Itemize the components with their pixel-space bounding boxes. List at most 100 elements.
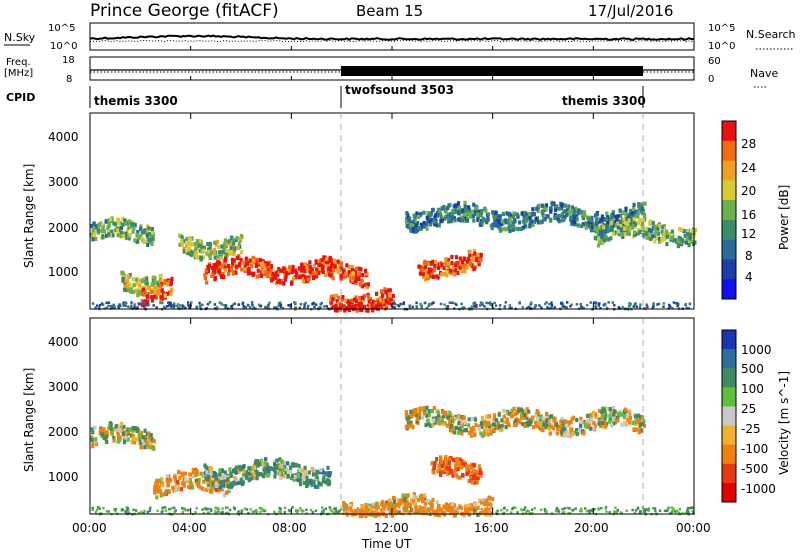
heatmap-cell bbox=[552, 418, 556, 423]
heatmap-cell bbox=[477, 464, 481, 469]
heatmap-cell bbox=[255, 459, 259, 464]
heatmap-cell bbox=[531, 425, 536, 430]
heatmap-cell bbox=[585, 510, 588, 513]
heatmap-cell bbox=[373, 510, 377, 514]
heatmap-cell bbox=[351, 275, 356, 280]
heatmap-cell bbox=[560, 432, 564, 437]
heatmap-cell bbox=[217, 481, 221, 486]
heatmap-cell bbox=[425, 509, 428, 512]
heatmap-cell bbox=[433, 222, 437, 227]
heatmap-cell bbox=[305, 264, 309, 270]
heatmap-cell bbox=[228, 467, 232, 472]
heatmap-cell bbox=[380, 508, 383, 512]
heatmap-cell bbox=[481, 302, 484, 305]
heatmap-cell bbox=[131, 277, 135, 282]
heatmap-cell bbox=[148, 439, 152, 444]
heatmap-cell bbox=[669, 305, 672, 308]
heatmap-cell bbox=[456, 457, 460, 462]
heatmap-cell bbox=[226, 241, 230, 246]
heatmap-cell bbox=[415, 416, 420, 421]
heatmap-cell bbox=[191, 468, 195, 473]
heatmap-cell bbox=[124, 435, 128, 440]
heatmap-cell bbox=[632, 220, 636, 225]
heatmap-cell bbox=[140, 236, 144, 241]
heatmap-cell bbox=[214, 476, 218, 481]
heatmap-cell bbox=[576, 223, 580, 228]
twofsound-freq-block bbox=[341, 66, 643, 76]
heatmap-cell bbox=[651, 221, 655, 226]
heatmap-cell bbox=[179, 486, 183, 492]
heatmap-cell bbox=[663, 509, 667, 512]
heatmap-cell bbox=[421, 506, 424, 509]
heatmap-cell bbox=[544, 419, 548, 424]
heatmap-cell bbox=[478, 467, 482, 472]
heatmap-cell bbox=[341, 295, 345, 300]
heatmap-cell bbox=[176, 482, 180, 487]
heatmap-cell bbox=[477, 471, 481, 476]
heatmap-cell bbox=[102, 435, 106, 441]
heatmap-cell bbox=[116, 217, 120, 222]
heatmap-cell bbox=[450, 505, 454, 510]
heatmap-cell bbox=[98, 430, 102, 435]
heatmap-cell bbox=[603, 231, 607, 236]
heatmap-cell bbox=[590, 228, 594, 233]
heatmap-cell bbox=[554, 207, 558, 213]
heatmap-cell bbox=[611, 301, 614, 304]
heatmap-cell bbox=[312, 301, 315, 305]
heatmap-cell bbox=[652, 233, 656, 239]
heatmap-cell bbox=[471, 258, 476, 263]
heatmap-cell bbox=[486, 217, 490, 222]
heatmap-cell bbox=[665, 230, 669, 235]
heatmap-cell bbox=[451, 418, 455, 423]
heatmap-cell bbox=[457, 217, 461, 222]
heatmap-cell bbox=[415, 301, 418, 305]
heatmap-cell bbox=[435, 512, 439, 517]
heatmap-cell bbox=[420, 496, 424, 501]
heatmap-cell bbox=[154, 280, 158, 285]
heatmap-cell bbox=[429, 423, 433, 428]
heatmap-cell bbox=[279, 303, 283, 307]
heatmap-cell bbox=[227, 480, 231, 486]
heatmap-cell bbox=[636, 413, 640, 418]
heatmap-cell bbox=[561, 511, 564, 514]
heatmap-cell bbox=[367, 503, 372, 508]
heatmap-cell bbox=[292, 477, 296, 482]
heatmap-cell bbox=[561, 508, 564, 511]
heatmap-cell bbox=[370, 511, 373, 514]
heatmap-cell bbox=[100, 432, 104, 437]
heatmap-cell bbox=[286, 473, 290, 479]
heatmap-cell bbox=[343, 304, 346, 307]
heatmap-cell bbox=[330, 302, 333, 305]
heatmap-cell bbox=[342, 506, 346, 511]
heatmap-cell bbox=[549, 209, 553, 214]
heatmap-cell bbox=[486, 510, 489, 513]
heatmap-cell bbox=[537, 220, 541, 225]
heatmap-cell bbox=[274, 470, 278, 475]
heatmap-cell bbox=[600, 214, 604, 219]
heatmap-cell bbox=[186, 250, 190, 256]
heatmap-cell bbox=[411, 305, 414, 309]
heatmap-cell bbox=[193, 241, 197, 246]
heatmap-cell bbox=[631, 508, 634, 512]
heatmap-cell bbox=[491, 222, 495, 227]
heatmap-cell bbox=[492, 413, 497, 418]
heatmap-cell bbox=[149, 506, 152, 509]
heatmap-cell bbox=[480, 208, 484, 214]
heatmap-cell bbox=[625, 413, 629, 418]
heatmap-cell bbox=[199, 305, 202, 309]
heatmap-cell bbox=[93, 425, 97, 430]
heatmap-cell bbox=[487, 421, 491, 427]
heatmap-cell bbox=[427, 507, 430, 510]
heatmap-cell bbox=[135, 281, 139, 286]
heatmap-cell bbox=[632, 205, 636, 210]
heatmap-cell bbox=[268, 466, 272, 471]
heatmap-cell bbox=[658, 236, 662, 241]
heatmap-cell bbox=[453, 511, 456, 514]
heatmap-cell bbox=[544, 203, 549, 208]
heatmap-cell bbox=[479, 500, 484, 505]
heatmap-cell bbox=[204, 268, 208, 273]
heatmap-cell bbox=[524, 421, 528, 426]
velocity-ytick-2000: 2000 bbox=[48, 425, 79, 439]
heatmap-cell bbox=[355, 308, 359, 313]
heatmap-cell bbox=[567, 433, 571, 438]
